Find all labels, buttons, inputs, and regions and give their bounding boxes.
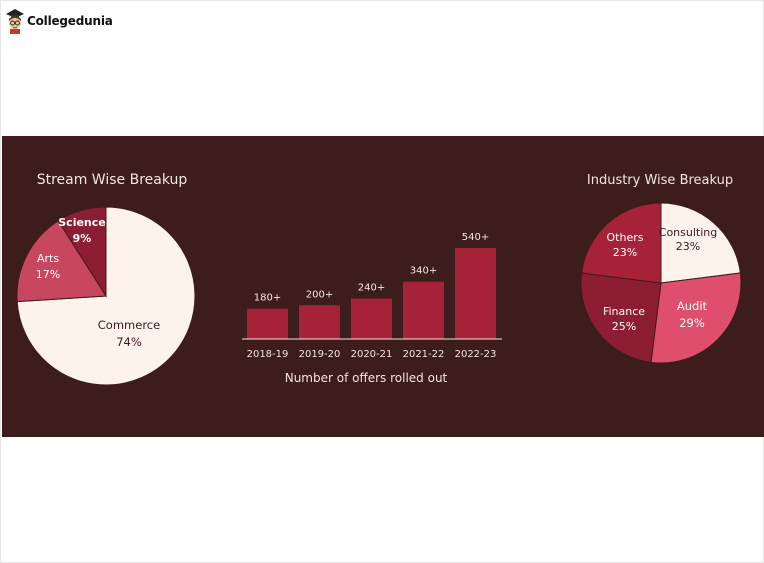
- stream-pie-chart: Stream Wise Breakup Commerce 74% Arts 17…: [16, 172, 196, 386]
- bar-value-label: 240+: [358, 283, 385, 294]
- bar-value-label: 540+: [462, 232, 489, 243]
- pie-slice-consulting: [660, 202, 741, 284]
- stream-pie-slices: [16, 206, 196, 386]
- offers-bars: 180+ 2018-19 200+ 2019-20 240+ 2020-21 340+ 202…: [247, 232, 497, 360]
- slice-value-others: 23%: [613, 246, 637, 259]
- slice-value-commerce: 74%: [116, 335, 142, 349]
- placement-stats-banner: Stream Wise Breakup Commerce 74% Arts 17…: [2, 136, 764, 437]
- bar-2019-20: [299, 305, 340, 339]
- slice-label-audit: Audit: [677, 299, 708, 313]
- bar-category-label: 2022-23: [455, 349, 497, 360]
- slice-label-science: Science: [58, 216, 106, 229]
- industry-chart-title: Industry Wise Breakup: [587, 173, 733, 188]
- mascot-icon: [6, 9, 24, 34]
- pie-slice-others: [581, 202, 662, 284]
- brand-logo[interactable]: Collegedunia: [5, 8, 113, 34]
- slice-label-consulting: Consulting: [659, 226, 717, 239]
- bar-value-label: 340+: [410, 266, 437, 277]
- slice-value-arts: 17%: [36, 268, 60, 281]
- slice-value-science: 9%: [73, 232, 92, 245]
- bar-category-label: 2019-20: [299, 349, 341, 360]
- bar-category-label: 2020-21: [351, 349, 393, 360]
- slice-value-audit: 29%: [679, 316, 705, 330]
- charts-canvas: Stream Wise Breakup Commerce 74% Arts 17…: [16, 172, 742, 386]
- slice-label-commerce: Commerce: [98, 318, 160, 332]
- bar-2020-21: [351, 298, 392, 339]
- stream-chart-title: Stream Wise Breakup: [37, 172, 188, 188]
- slice-value-consulting: 23%: [676, 240, 700, 253]
- bar-category-label: 2018-19: [247, 349, 289, 360]
- bar-value-label: 200+: [306, 289, 333, 300]
- industry-pie-slices: [580, 202, 742, 364]
- pie-slice-arts: [16, 220, 107, 303]
- pie-slice-science: [57, 206, 107, 298]
- slice-value-finance: 25%: [612, 320, 636, 333]
- pie-slice-audit: [650, 272, 742, 364]
- brand-name: Collegedunia: [27, 14, 113, 28]
- slice-label-finance: Finance: [603, 305, 645, 318]
- bar-2022-23: [455, 248, 496, 339]
- pie-slice-finance: [580, 272, 662, 363]
- bar-2018-19: [247, 308, 288, 339]
- bar-value-label: 180+: [254, 293, 281, 304]
- industry-pie-chart: Industry Wise Breakup Consulting 23% Aud…: [580, 173, 742, 364]
- slice-label-arts: Arts: [37, 252, 59, 265]
- bar-category-label: 2021-22: [403, 349, 445, 360]
- offers-bar-chart: 180+ 2018-19 200+ 2019-20 240+ 2020-21 340+ 202…: [242, 232, 502, 385]
- bar-2021-22: [403, 281, 444, 339]
- slice-label-others: Others: [607, 231, 644, 244]
- bar-chart-xlabel: Number of offers rolled out: [285, 371, 448, 385]
